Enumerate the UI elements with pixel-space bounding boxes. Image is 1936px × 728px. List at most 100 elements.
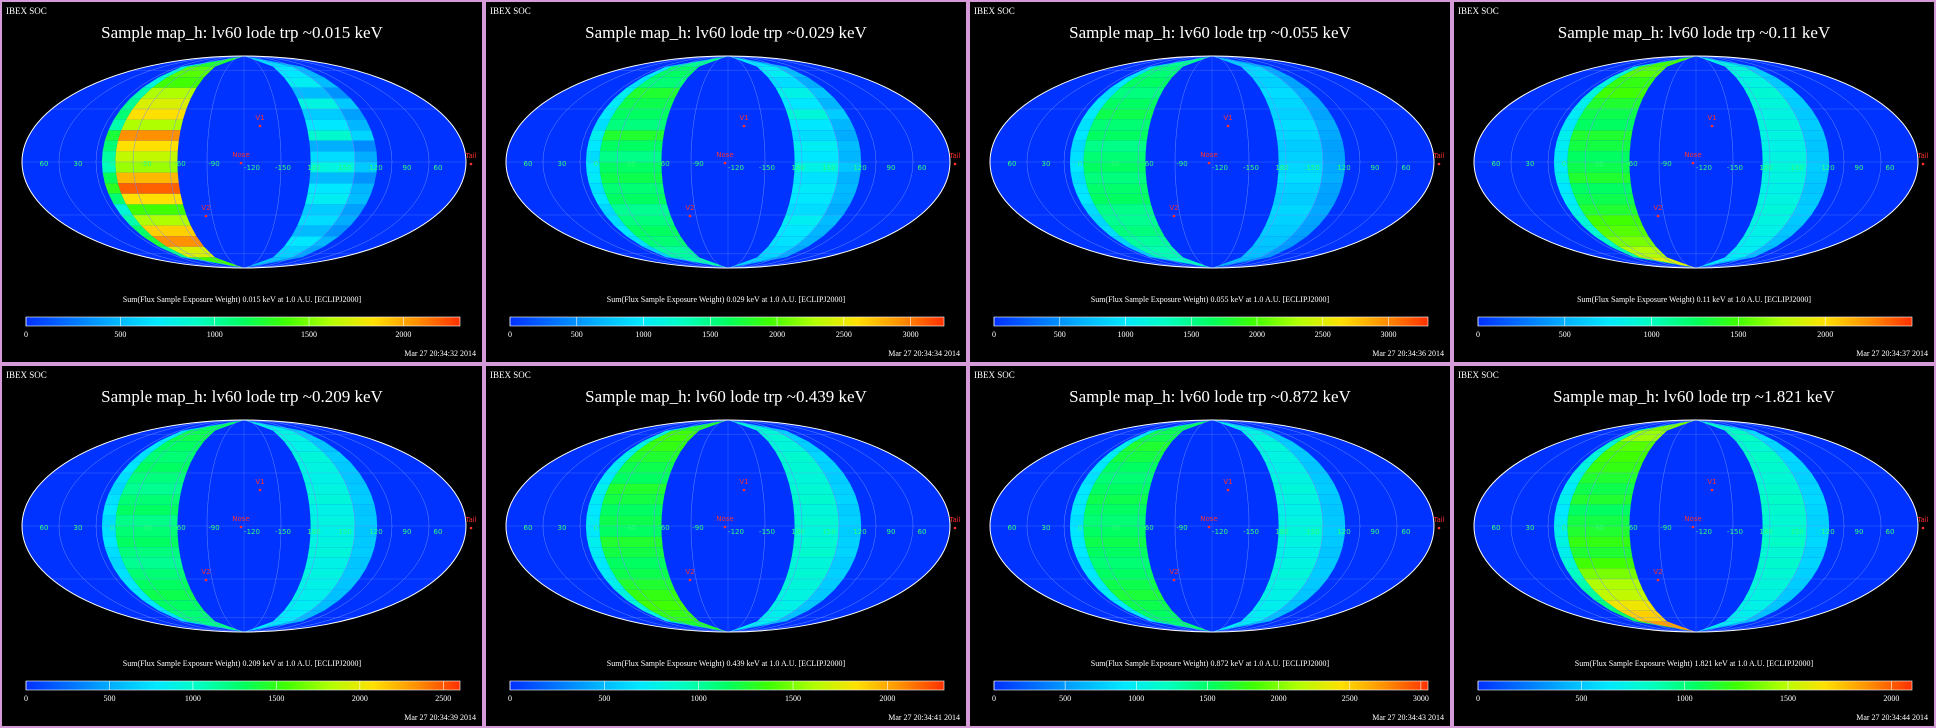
longitude-label: 120: [1337, 528, 1350, 536]
flux-cell: [1300, 462, 1328, 473]
flux-cell: [283, 600, 324, 611]
longitude-label: 120: [853, 528, 866, 536]
flux-cell: [1784, 215, 1812, 226]
flux-cell: [829, 193, 856, 205]
flux-cell: [1251, 77, 1292, 88]
flux-cell: [1592, 451, 1649, 463]
longitude-label: 0: [1562, 160, 1566, 168]
flux-cell: [1735, 441, 1776, 452]
flux-cell: [1085, 183, 1149, 194]
longitude-label: -120: [1212, 164, 1228, 172]
flux-cell: [671, 621, 728, 632]
map-outline: [21, 55, 467, 269]
flux-cell: [1277, 536, 1323, 548]
flux-cell: [1604, 441, 1657, 452]
flux-cell: [1265, 98, 1309, 109]
map-body: [506, 56, 950, 268]
sky-map-panel: 60 30 0 -30 -60 -90 -120 -150 180 150 120 90 60 V1 Nos…: [1452, 0, 1936, 364]
longitude-label: 60: [918, 164, 927, 172]
flux-cell: [297, 98, 341, 109]
flux-cell: [1577, 204, 1639, 215]
flux-cell: [117, 183, 181, 194]
flux-cell: [1083, 172, 1147, 184]
flux-cell: [1100, 579, 1159, 590]
mollweide-map: 60 30 0 -30 -60 -90 -120 -150 180 150 120 90 60 V1 Nos…: [1473, 419, 1929, 703]
flux-cell: [104, 183, 122, 194]
flux-cell: [120, 98, 141, 109]
flux-cell: [1317, 183, 1343, 194]
flux-cell: [1069, 151, 1084, 162]
soc-label: IBEX SOC: [6, 6, 47, 16]
flux-cell: [323, 87, 351, 99]
colorbar-tick-label: 1000: [691, 694, 707, 703]
flux-cell: [793, 536, 839, 548]
flux-cell: [833, 183, 859, 194]
flux-cell: [117, 130, 181, 141]
flux-cell: [1278, 526, 1323, 537]
flux-cell: [586, 140, 602, 152]
longitude-label: -150: [759, 164, 775, 172]
flux-cell: [292, 246, 324, 258]
flux-cell: [1759, 183, 1805, 194]
v2-marker: [688, 214, 692, 218]
flux-cell: [340, 568, 367, 579]
colorbar-tick-label: 1000: [185, 694, 201, 703]
flux-cell: [1618, 430, 1667, 442]
longitude-label: 60: [40, 524, 49, 532]
colorbar-tick-label: 1500: [1183, 330, 1199, 339]
flux-cell: [1696, 257, 1755, 268]
flux-cell: [1797, 193, 1824, 205]
flux-cell: [1753, 568, 1798, 579]
flux-cell: [117, 494, 181, 505]
flux-cell: [789, 557, 834, 569]
flux-cell: [1070, 536, 1086, 548]
flux-cell: [305, 557, 350, 569]
mollweide-map: 60 30 0 -30 -60 -90 -120 -150 180 150 120 90 60 V1 Nos…: [989, 55, 1445, 339]
mollweide-map: 60 30 0 -30 -60 -90 -120 -150 180 150 120 90 60 V1 Nos…: [505, 55, 961, 339]
flux-cell: [1610, 430, 1640, 442]
flux-cell: [1260, 430, 1292, 442]
flux-cell: [836, 172, 861, 184]
longitude-label: -60: [1626, 524, 1637, 532]
longitude-label: 180: [791, 528, 804, 536]
flux-cell: [354, 515, 378, 526]
colorbar-tick-label: 0: [508, 330, 512, 339]
map-body: [1474, 56, 1918, 268]
colorbar-tick-label: 1500: [1780, 694, 1796, 703]
flux-cell: [1749, 462, 1793, 473]
flux-cell: [794, 515, 839, 526]
flux-cell: [1313, 193, 1340, 205]
flux-cell: [1269, 204, 1314, 215]
flux-cell: [310, 600, 340, 611]
flux-cell: [586, 172, 602, 184]
flux-cell: [117, 547, 181, 558]
flux-cell: [305, 119, 350, 131]
flux-cell: [728, 56, 787, 67]
flux-cell: [1322, 526, 1346, 537]
flux-cell: [1565, 568, 1585, 579]
flux-cell: [836, 536, 861, 548]
flux-cell: [1251, 600, 1292, 611]
flux-cell: [1753, 109, 1798, 120]
flux-cell: [794, 600, 824, 611]
flux-cell: [1761, 536, 1807, 548]
flux-cell: [1569, 547, 1633, 558]
flux-cell: [1120, 77, 1173, 88]
longitude-label: 180: [307, 528, 320, 536]
soc-label: IBEX SOC: [1458, 370, 1499, 380]
flux-cell: [1076, 119, 1094, 131]
nose-marker: [723, 525, 727, 529]
flux-cell: [1093, 568, 1155, 579]
flux-cell: [310, 526, 355, 537]
map-outline: [21, 419, 467, 633]
flux-cell: [132, 98, 191, 109]
timestamp: Mar 27 20:34:39 2014: [404, 713, 476, 722]
flux-cell: [1582, 451, 1605, 463]
flux-cell: [115, 536, 179, 548]
flux-cell: [1759, 130, 1805, 141]
flux-cell: [1300, 579, 1328, 590]
flux-cell: [1126, 610, 1156, 622]
flux-cell: [332, 579, 360, 590]
sky-map-panel: 60 30 0 -30 -60 -90 -120 -150 180 150 120 90 60 V1 Nos…: [484, 364, 968, 728]
